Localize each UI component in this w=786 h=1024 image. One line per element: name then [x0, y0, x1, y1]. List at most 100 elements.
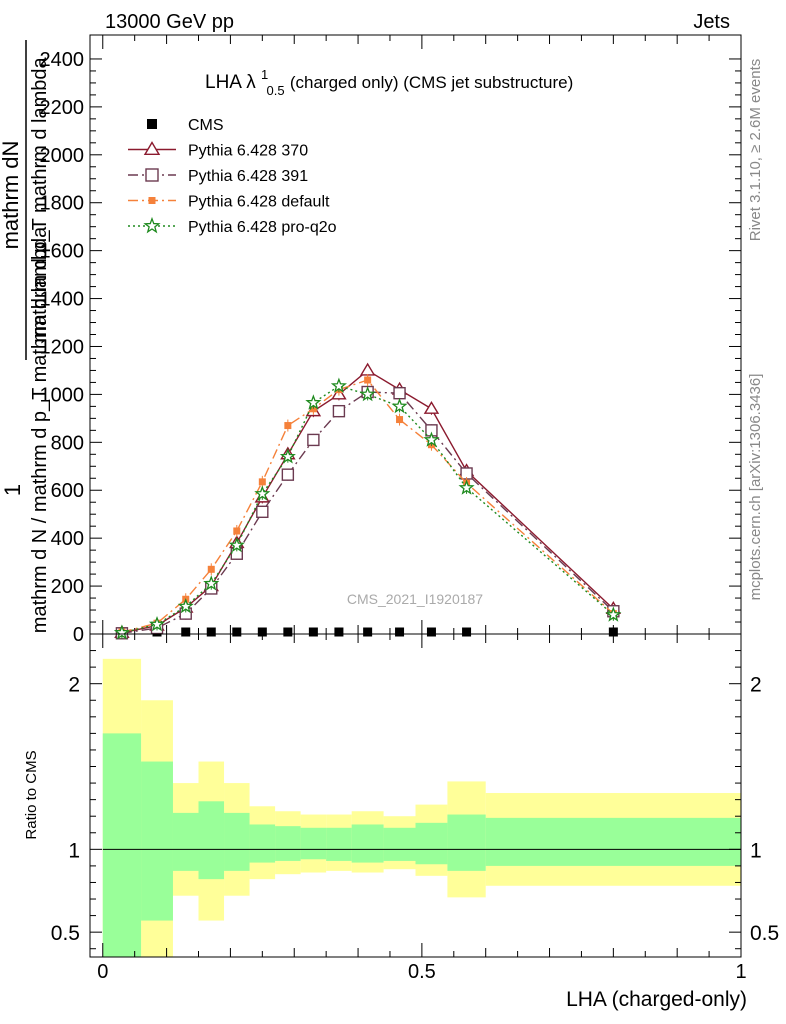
main-y-tick-label: 2200: [40, 97, 85, 119]
main-y-tick-label: 800: [51, 432, 84, 454]
series-line: [121, 385, 614, 634]
x-axis-label: LHA (charged-only): [566, 988, 747, 1011]
rivet-version-label: Rivet 3.1.10, ≥ 2.6M events: [747, 59, 764, 242]
main-series-layer: [113, 362, 622, 640]
x-tick-label: 0.5: [408, 961, 436, 983]
legend-item: Pythia 6.428 default: [128, 194, 330, 211]
analysis-watermark: CMS_2021_I1920187: [347, 591, 483, 607]
data-point: [283, 627, 293, 637]
main-y-axis: 0 200 400 600 800 1000 1200 1400 1600 1800 2000 220…: [40, 49, 741, 646]
main-y-tick-label: 1600: [40, 241, 85, 263]
ratio-panel-frame: [89, 633, 742, 958]
legend-item: CMS: [147, 117, 224, 134]
series-0: [117, 627, 618, 637]
data-point: [608, 627, 618, 637]
data-point: [284, 422, 292, 430]
legend-item: Pythia 6.428 391: [128, 168, 308, 185]
data-point: [206, 627, 216, 637]
legend-label: Pythia 6.428 391: [188, 168, 308, 185]
main-y-tick-label: 1400: [40, 289, 85, 311]
ratio-x-axis: 0 0.5 1: [97, 634, 747, 983]
ratio-y-tick-label: 2: [68, 674, 80, 697]
data-point: [233, 527, 241, 535]
data-point: [307, 433, 320, 447]
ratio-inner-band: [102, 733, 142, 957]
data-point: [395, 627, 405, 637]
y-label-denominator-b: mathrm d N / mathrm d p_T mathrm d lambd…: [29, 226, 51, 633]
ratio-inner-band: [447, 814, 486, 871]
data-point: [232, 627, 242, 637]
y-label-one: 1: [0, 484, 25, 496]
ratio-inner-band: [275, 826, 301, 861]
data-point: [148, 615, 166, 632]
legend-label: Pythia 6.428 pro-q2o: [188, 219, 337, 236]
main-y-tick-label: 400: [51, 528, 84, 550]
data-point: [148, 197, 156, 204]
chart-title-subscript: 0.5: [267, 83, 285, 98]
x-tick-label: 0: [97, 961, 108, 983]
data-point: [281, 468, 295, 481]
header-process-label: Jets: [693, 11, 730, 33]
ratio-inner-band: [383, 827, 416, 861]
chart-title-rest: (charged only) (CMS jet substructure): [290, 73, 573, 92]
data-point: [147, 119, 157, 129]
main-y-tick-label: 1800: [40, 193, 85, 215]
data-point: [393, 387, 406, 400]
legend-label: Pythia 6.428 default: [188, 194, 330, 211]
data-point: [181, 627, 191, 637]
legend-label: Pythia 6.428 370: [188, 143, 308, 160]
data-point: [257, 627, 267, 637]
data-point: [359, 362, 376, 376]
data-point: [203, 575, 220, 591]
ratio-inner-band: [326, 827, 352, 861]
data-point: [332, 404, 346, 418]
main-y-tick-label: 2000: [40, 145, 85, 167]
data-point: [396, 416, 404, 424]
ratio-inner-band: [485, 817, 741, 866]
mcplots-reference-label: mcplots.cern.ch [arXiv:1306.3436]: [747, 374, 764, 601]
data-point: [458, 479, 475, 495]
data-point: [359, 385, 376, 402]
ratio-y-tick-label: 0.5: [51, 922, 80, 945]
data-point: [207, 565, 215, 573]
main-y-tick-label: 2400: [40, 49, 85, 71]
data-point: [334, 627, 344, 637]
legend: CMS Pythia 6.428 370 Pythia 6.428 391 Pythi…: [128, 117, 337, 236]
main-y-axis-label: 1 mathrm dN mathrm d p_T mathrm d lambda…: [0, 40, 51, 633]
legend-label: CMS: [188, 117, 224, 134]
data-point: [258, 478, 266, 486]
data-point: [363, 627, 373, 637]
data-point: [462, 627, 472, 637]
main-panel: 0 200 400 600 800 1000 1200 1400 1600 1800 2000 220…: [0, 34, 742, 646]
ratio-inner-band: [249, 824, 276, 863]
ratio-y-axis-label: Ratio to CMS: [23, 750, 40, 839]
data-point: [279, 448, 296, 464]
data-point: [228, 536, 245, 553]
header-energy-label: 13000 GeV pp: [105, 11, 234, 33]
main-y-tick-label: 1200: [40, 336, 85, 358]
data-point: [177, 597, 194, 614]
y-label-denominator-a: mathrm d p_T mathrm d lambda: [29, 56, 51, 342]
data-point: [426, 627, 436, 637]
ratio-inner-band: [224, 812, 250, 871]
ratio-y-tick-label-right: 2: [750, 674, 762, 697]
data-point: [143, 141, 161, 156]
x-tick-label: 1: [735, 961, 746, 983]
chart-title: LHA λ 1 0.5 (charged only) (CMS jet subs…: [205, 63, 573, 100]
ratio-y-tick-label-right: 1: [750, 839, 762, 862]
ratio-y-tick-label: 1: [68, 839, 80, 862]
ratio-y-axis: 0.5 0.5 1 1 2 2: [51, 650, 779, 950]
ratio-inner-band: [141, 761, 173, 921]
main-y-tick-label: 1000: [40, 384, 85, 406]
ratio-inner-band: [198, 801, 225, 880]
main-y-tick-label: 0: [73, 624, 84, 646]
data-point: [308, 627, 318, 637]
ratio-panel: 0.5 0.5 1 1 2 2 0 0.5 1 Ratio to CMS LHA (charg…: [23, 633, 779, 1011]
main-y-tick-label: 200: [51, 576, 84, 598]
ratio-inner-band: [300, 827, 327, 860]
ratio-inner-band: [172, 812, 199, 871]
data-point: [145, 168, 159, 182]
series-line: [121, 379, 614, 633]
data-point: [391, 397, 408, 414]
ratio-inner-band: [415, 822, 448, 865]
